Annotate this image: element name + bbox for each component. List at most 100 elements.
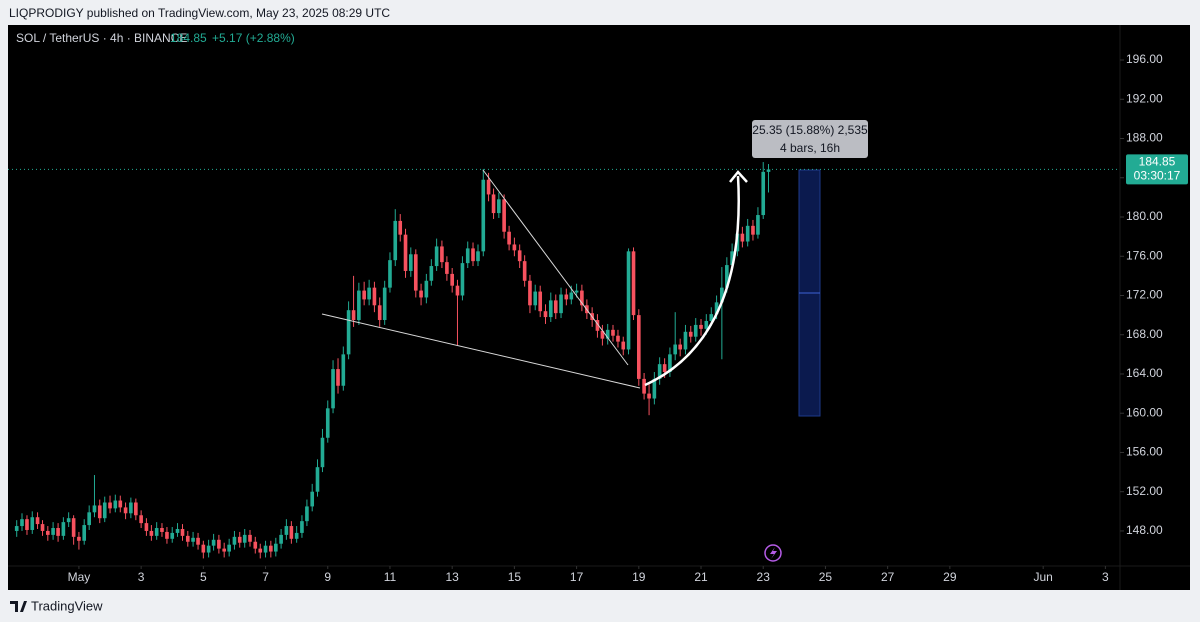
candle-body: [315, 467, 320, 492]
candle-body: [206, 545, 211, 553]
candle-body: [569, 292, 574, 300]
candle-body: [331, 369, 335, 409]
y-tick-label: 164.00: [1126, 366, 1163, 380]
x-tick-label: Jun: [1033, 570, 1052, 584]
x-tick-label: May: [68, 570, 91, 584]
candle-body: [362, 290, 366, 300]
candle-body: [725, 265, 729, 288]
candle-body: [165, 531, 169, 539]
candle-body: [118, 500, 123, 508]
candle-body: [263, 545, 268, 553]
candle-body: [678, 344, 682, 350]
candle-body: [440, 246, 444, 263]
candle-body: [481, 179, 486, 252]
candle-body: [30, 517, 35, 530]
candle-body: [258, 548, 263, 553]
candle-body: [382, 287, 387, 321]
brand-logo: [10, 601, 27, 612]
candle-body: [66, 518, 71, 523]
candle-body: [294, 532, 299, 539]
candle-body: [445, 262, 449, 274]
candle-body: [507, 231, 511, 245]
candle-body: [336, 369, 340, 386]
candle-body: [300, 521, 304, 533]
candle-body: [636, 315, 641, 379]
legend-change: +5.17 (+2.88%): [212, 31, 295, 45]
candle-body: [548, 300, 553, 318]
candle-body: [113, 500, 118, 509]
candle-body: [652, 378, 657, 399]
candle-body: [123, 507, 128, 514]
candle-body: [25, 519, 29, 530]
candle-body: [502, 199, 506, 232]
candle-body: [185, 535, 190, 542]
candle-body: [559, 294, 563, 314]
candle-body: [51, 528, 55, 535]
candle-body: [87, 512, 91, 526]
candle-body: [408, 254, 413, 271]
candle-body: [248, 534, 252, 542]
trendline: [482, 169, 629, 366]
candle-body: [129, 502, 133, 514]
candle-body: [222, 548, 226, 552]
candle-body: [455, 285, 460, 296]
x-tick-label: 3: [138, 570, 145, 584]
candle-body: [611, 329, 615, 336]
candle-body: [522, 261, 527, 281]
event-icon[interactable]: [764, 544, 782, 562]
x-tick-label: 13: [445, 570, 459, 584]
candle-body: [377, 305, 382, 321]
chart-background: [8, 25, 1190, 590]
last-price-label: 184.85: [1139, 155, 1176, 169]
candle-body: [393, 220, 398, 261]
candle-body: [227, 544, 231, 552]
trendline: [321, 313, 641, 389]
x-tick-label: 9: [324, 570, 331, 584]
candle-body: [642, 378, 646, 394]
candle-body: [600, 330, 605, 339]
candle-body: [201, 544, 206, 553]
y-tick-label: 160.00: [1126, 405, 1163, 419]
candle-body: [761, 171, 766, 216]
candle-body: [92, 505, 97, 513]
candle-body: [429, 266, 434, 281]
y-tick-label: 188.00: [1126, 131, 1163, 145]
candle-body: [160, 528, 164, 532]
candle-body: [491, 194, 496, 214]
candle-body: [97, 505, 102, 519]
x-tick-label: 5: [200, 570, 207, 584]
symbol-legend: SOL / TetherUS · 4h · BINANCE: [16, 31, 187, 45]
candle-body: [237, 536, 242, 543]
candle-body: [497, 199, 501, 214]
event-icon-bolt: [770, 547, 777, 559]
x-tick-label: 15: [508, 570, 522, 584]
candle-body: [662, 364, 667, 373]
brand-text: TradingView: [31, 598, 103, 613]
y-tick-label: 196.00: [1126, 52, 1163, 66]
candle-body: [450, 273, 454, 286]
candle-body: [538, 291, 543, 312]
candle-body: [45, 530, 50, 535]
candle-body: [14, 526, 19, 531]
candle-body: [102, 502, 107, 519]
plot-area: [14, 162, 771, 559]
candle-body: [471, 248, 475, 262]
candle-body: [289, 526, 294, 539]
candle-body: [175, 528, 180, 533]
candle-body: [61, 522, 66, 536]
candle-body: [325, 408, 330, 438]
candle-body: [740, 233, 745, 242]
candle-body: [621, 341, 626, 350]
x-tick-label: 21: [694, 570, 708, 584]
candle-body: [242, 534, 247, 543]
candle-body: [196, 537, 200, 545]
candle-body: [108, 502, 112, 509]
candle-body: [730, 251, 734, 266]
candle-body: [273, 543, 278, 552]
candle-body: [709, 314, 714, 321]
candle-body: [346, 310, 351, 355]
x-tick-label: 19: [632, 570, 646, 584]
candle-body: [668, 354, 672, 373]
candle-body: [751, 225, 755, 235]
